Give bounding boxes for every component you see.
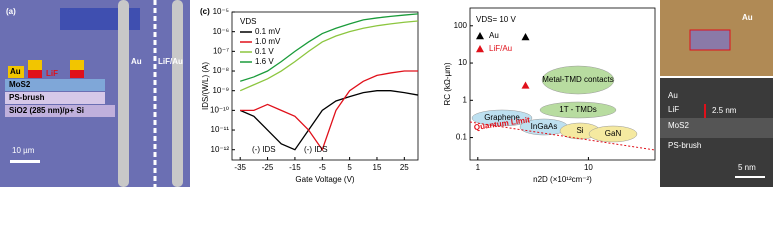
legend-label: 0.1 V [255,47,274,56]
legend-label: Au [489,31,499,40]
tem-label: PS-brush [668,141,701,150]
y-tick-label: 10⁻⁶ [213,27,229,36]
scale-bar [10,160,40,163]
region [588,125,638,143]
y-tick-label: 10⁻¹² [211,145,230,154]
annotation: (-) IDS [252,145,276,154]
y-tick-label: 10⁻⁹ [212,86,229,95]
y-tick-label: 10⁻¹⁰ [210,105,229,114]
annotation: (-) IDS [304,145,328,154]
plot-frame [469,7,656,161]
y-axis-label: IDS/(W/L) (A) [201,62,210,110]
image-label: Au [742,13,753,22]
legend-label: LiF/Au [489,44,512,53]
panel-label: (a) [6,7,16,16]
layer-label: LiF [46,69,58,78]
layer-label: PS-brush [9,93,45,102]
device [689,29,731,51]
layer [5,79,105,91]
legend-label: 0.1 mV [255,27,281,36]
y-tick-label: 1 [463,95,468,104]
tem-label: MoS2 [668,121,689,130]
region [541,65,615,95]
y-tick-label: 10⁻¹¹ [211,125,230,134]
x-tick-label: -25 [262,163,274,172]
electrode-label: Au [131,57,142,66]
line-series [240,13,419,82]
y-tick-label: 10⁻⁸ [213,66,230,75]
region-label: Graphene [484,113,520,122]
layer [70,70,84,78]
x-axis-label: n2D (×10¹²cm⁻²) [533,175,592,184]
x-tick-label: -15 [289,163,301,172]
marker [521,81,530,89]
electrode-label: LiF/Au [158,57,183,66]
layer [28,70,42,78]
legend-title: VDS [240,17,256,26]
scale-label: 5 nm [738,163,756,172]
line-series [239,20,419,92]
region-label: GaN [605,129,622,138]
x-tick-label: 1 [476,163,481,172]
region-label: Metal-TMD contacts [542,75,614,84]
y-tick-label: 100 [454,21,468,30]
tem-layer [660,118,773,138]
x-axis-label: Gate Voltage (V) [295,175,354,184]
y-tick-label: 10 [458,58,467,67]
y-tick-label: 0.1 [456,133,468,142]
x-tick-label: 5 [347,163,352,172]
region [539,101,617,119]
y-axis-label: RC (kΩ-µm) [443,62,452,105]
electrode [118,0,129,187]
line-series [240,70,418,152]
scale-bar [735,176,765,178]
legend-marker [476,45,484,53]
panel-label: (c) [200,7,210,16]
legend-label: 1.6 V [255,57,274,66]
region [471,109,533,127]
x-tick-label: -35 [234,163,246,172]
x-tick-label: 15 [373,163,382,172]
figure: (a) Au LiF/Au Au LiF MoS2 PS-brush SiO2 … [0,0,773,187]
scale-label: 10 µm [12,146,35,155]
x-tick-label: 25 [400,163,409,172]
layer [5,92,105,104]
region-label: InGaAs [531,122,558,131]
legend-label: 1.0 mV [255,37,281,46]
region-label: Si [576,126,583,135]
y-tick-label: 10⁻⁵ [213,7,229,16]
plot-frame [231,11,419,161]
layer [8,66,24,78]
quantum-limit [469,121,656,151]
marker [521,32,530,41]
tem-label: Au [668,91,678,100]
layer [5,105,115,117]
y-tick-label: 10⁻⁷ [213,46,229,55]
x-tick-label: -5 [319,163,327,172]
layer-label: MoS2 [9,80,31,89]
tem-label: LiF [668,105,679,114]
line-series [239,90,419,151]
chart-title: VDS= 10 V [476,15,516,24]
x-tick-label: 10 [584,163,593,172]
layer-label: SiO2 (285 nm)/p+ Si [9,106,84,115]
electrode [172,0,183,187]
region-label: 1T - TMDs [559,105,596,114]
tem-label: 2.5 nm [712,106,737,115]
legend-marker [476,32,484,40]
layer-label: Au [10,67,21,76]
